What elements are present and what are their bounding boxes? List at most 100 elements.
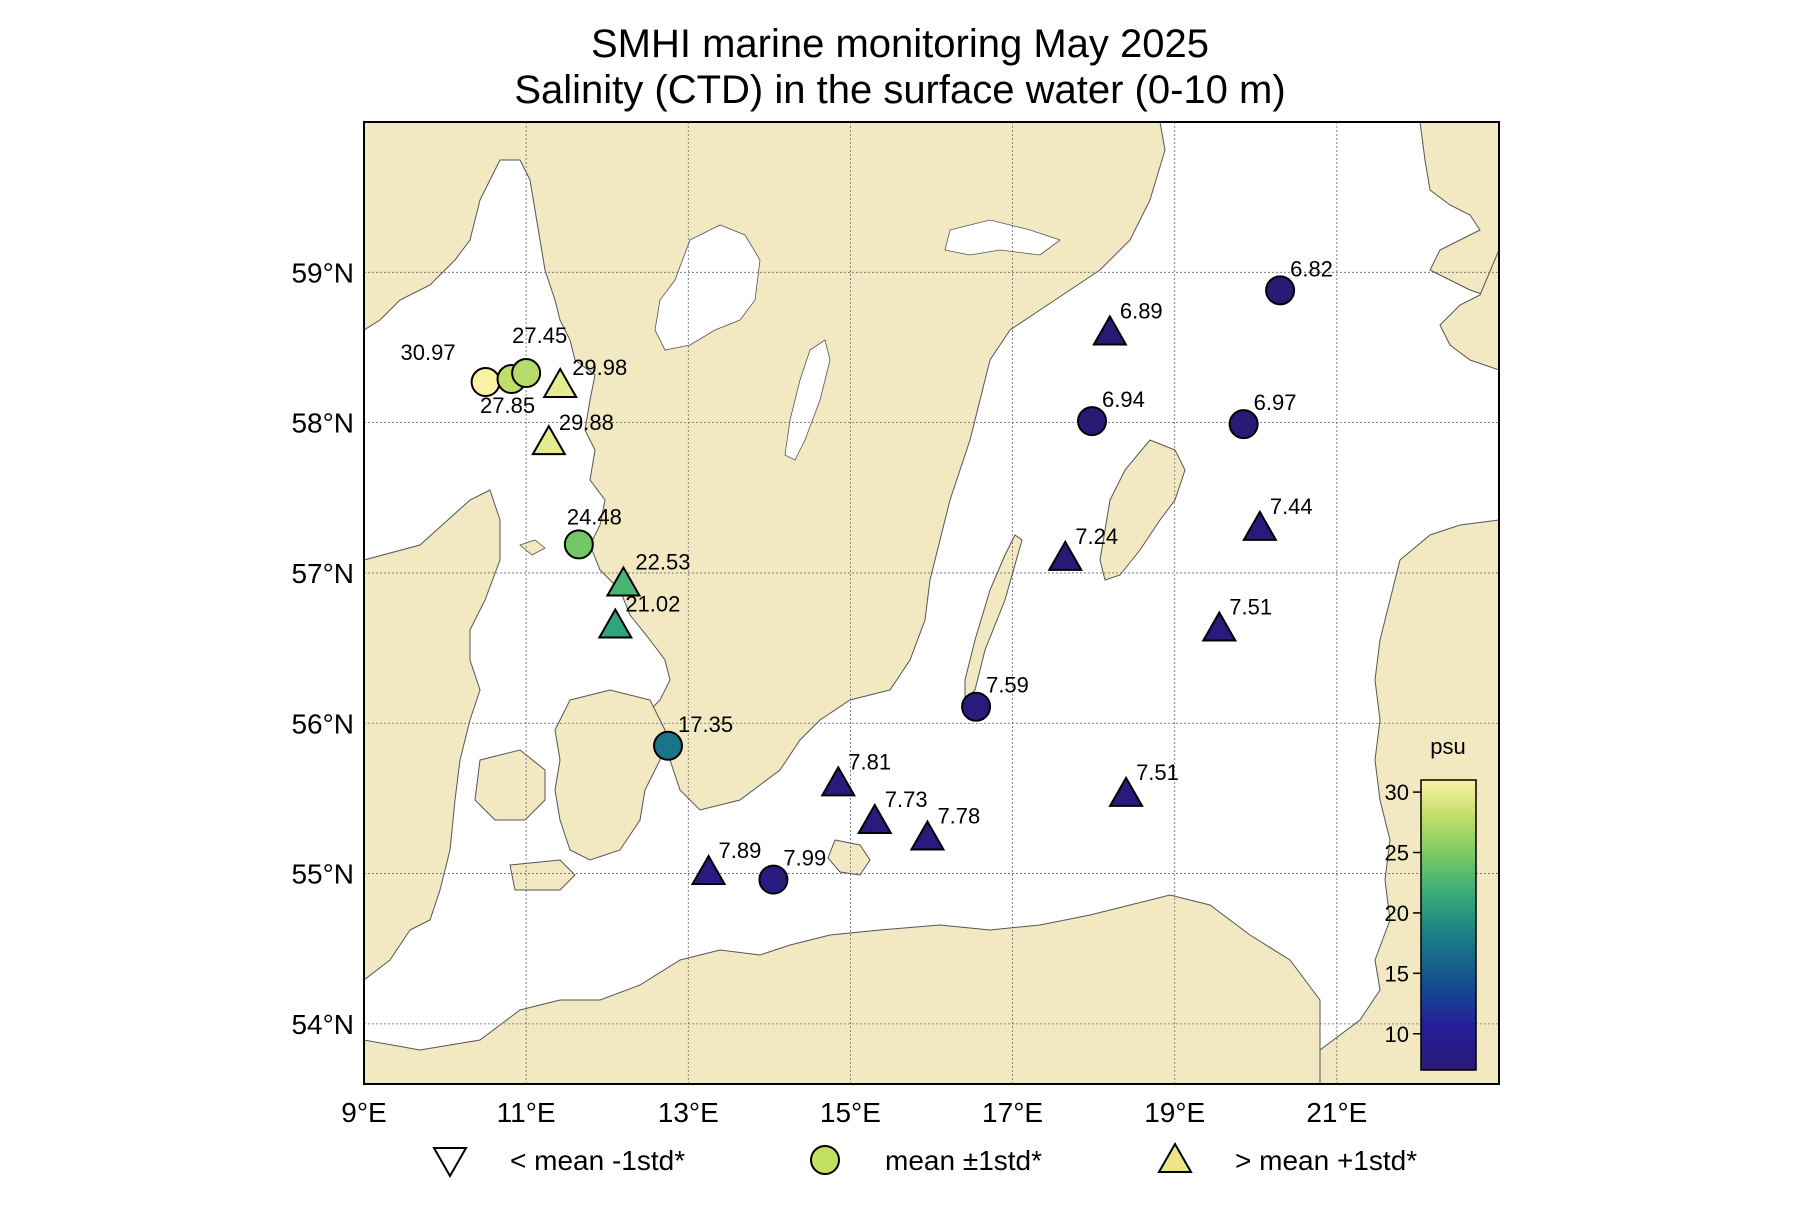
lon-tick-label: 19°E	[1144, 1097, 1205, 1128]
latitude-axis: 54°N 55°N 56°N 57°N 58°N 59°N	[291, 257, 354, 1040]
station-value-label: 17.35	[678, 712, 733, 737]
station: 7.59	[961, 673, 1029, 722]
colorbar-gradient	[1420, 779, 1477, 1071]
lat-tick-label: 57°N	[291, 558, 354, 589]
station-marker	[1108, 775, 1144, 807]
station-marker	[1228, 409, 1259, 440]
station-value-label: 29.98	[572, 355, 627, 380]
bornholm-island	[827, 839, 871, 876]
station-marker	[857, 802, 893, 834]
colorbar: psu 10 15 20 25 30	[1385, 734, 1477, 1071]
station: 6.82	[1265, 256, 1333, 306]
station-marker	[758, 864, 789, 895]
station-value-label: 7.78	[937, 803, 980, 828]
legend-item: < mean -1std*	[432, 1145, 685, 1179]
lon-tick-label: 9°E	[341, 1097, 386, 1128]
station-marker	[1265, 275, 1296, 306]
station-value-label: 7.51	[1136, 760, 1179, 785]
station-marker	[909, 819, 946, 851]
estonia-land	[1439, 249, 1499, 371]
station-marker	[597, 607, 634, 639]
station: 6.94	[1077, 387, 1145, 437]
station-value-label: 30.97	[401, 340, 456, 365]
lat-tick-label: 55°N	[291, 859, 354, 890]
station-marker	[1242, 509, 1278, 541]
station-value-label: 7.89	[719, 838, 762, 863]
lake-malaren	[944, 219, 1061, 256]
station-value-label: 29.88	[559, 410, 614, 435]
lon-tick-label: 13°E	[658, 1097, 719, 1128]
station: 7.24	[1047, 524, 1118, 571]
colorbar-tick-label: 15	[1385, 961, 1409, 986]
jutland-land	[364, 489, 501, 981]
station-value-label: 7.73	[885, 787, 928, 812]
poland-germany-land	[364, 894, 1321, 1084]
station-value-label: 6.82	[1290, 256, 1333, 281]
station: 6.89	[1092, 298, 1163, 346]
map-subtitle: Salinity (CTD) in the surface water (0-1…	[514, 68, 1286, 112]
station: 7.78	[909, 803, 980, 851]
station: 29.88	[531, 410, 614, 456]
lon-tick-label: 17°E	[982, 1097, 1043, 1128]
station-value-label: 6.94	[1102, 387, 1145, 412]
station-value-label: 7.51	[1229, 595, 1272, 620]
station-marker	[1077, 406, 1108, 437]
station-value-label: 7.99	[783, 846, 826, 871]
station-marker	[820, 765, 856, 797]
lat-tick-label: 54°N	[291, 1009, 354, 1040]
legend: < mean -1std* mean ±1std* > mean +1std*	[432, 1141, 1417, 1179]
station-value-label: 27.45	[512, 323, 567, 348]
station: 21.02	[597, 592, 680, 639]
legend-item: mean ±1std*	[810, 1145, 1042, 1176]
lat-tick-label: 58°N	[291, 408, 354, 439]
station-value-label: 24.48	[567, 504, 622, 529]
station: 7.81	[820, 749, 891, 797]
lat-tick-label: 59°N	[291, 257, 354, 288]
lon-tick-label: 21°E	[1306, 1097, 1367, 1128]
station: 24.48	[563, 504, 622, 560]
legend-symbol	[432, 1147, 468, 1179]
colorbar-tick-label: 20	[1385, 901, 1409, 926]
legend-label: < mean -1std*	[510, 1145, 685, 1176]
map-title: SMHI marine monitoring May 2025	[590, 22, 1210, 66]
sweden-land	[364, 122, 1166, 811]
longitude-axis: 9°E 11°E 13°E 15°E 17°E 19°E 21°E	[341, 1097, 1367, 1128]
station: 7.73	[857, 787, 928, 834]
gotland-island	[1099, 439, 1186, 581]
station-marker	[690, 854, 727, 886]
zealand-land	[554, 689, 666, 861]
map-frame	[363, 121, 1500, 1085]
colorbar-ticks: 10 15 20 25 30	[1385, 780, 1421, 1047]
lake-vanern	[654, 224, 761, 351]
station: 22.53	[605, 549, 690, 597]
station: 7.89	[690, 838, 762, 886]
lon-tick-label: 15°E	[820, 1097, 881, 1128]
station-value-label: 7.24	[1075, 524, 1118, 549]
station: 7.99	[758, 846, 826, 895]
station-value-label: 7.81	[848, 749, 891, 774]
lon-tick-label: 11°E	[497, 1097, 556, 1128]
station-value-label: 27.85	[480, 393, 535, 418]
legend-label: > mean +1std*	[1235, 1145, 1417, 1176]
station-marker	[542, 367, 578, 399]
station: 6.97	[1228, 390, 1297, 440]
station-value-label: 6.97	[1254, 390, 1297, 415]
station-marker	[961, 691, 992, 722]
colorbar-tick-label: 10	[1385, 1022, 1409, 1047]
station: 7.51	[1108, 760, 1179, 807]
lake-vattern	[784, 339, 831, 461]
station-marker	[605, 565, 642, 597]
colorbar-label: psu	[1430, 734, 1465, 759]
station-value-label: 22.53	[635, 549, 690, 574]
station-marker	[1092, 314, 1128, 346]
legend-item: > mean +1std*	[1157, 1141, 1417, 1176]
station-marker	[470, 367, 501, 398]
station-value-label: 6.89	[1120, 298, 1163, 323]
station-value-label: 21.02	[625, 592, 680, 617]
station-value-label: 7.59	[986, 673, 1029, 698]
station: 29.98	[542, 355, 627, 399]
station: 27.45	[511, 323, 567, 389]
legend-symbol	[1157, 1141, 1193, 1173]
